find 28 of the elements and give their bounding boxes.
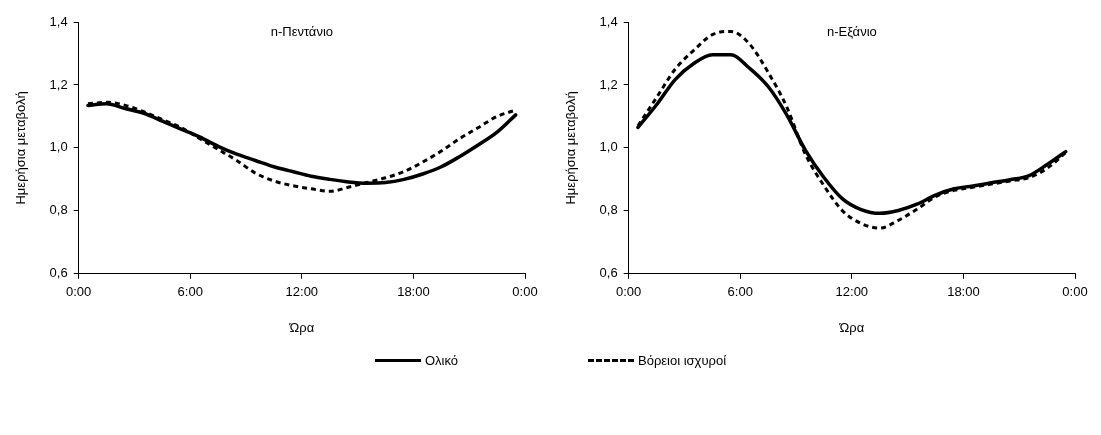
y-tick-label: 1,2 [599, 76, 618, 92]
x-tick-label: 0:00 [616, 284, 642, 300]
y-tick-label: 1,0 [599, 139, 618, 155]
x-tick-label: 18:00 [947, 284, 980, 300]
y-tick-label: 0,8 [599, 202, 618, 218]
y-tick-label: 0,6 [599, 265, 618, 281]
x-tick-label: 12:00 [285, 284, 319, 300]
legend-label: Βόρειοι ισχυροί [638, 353, 727, 368]
chart-title: n-Πεντάνιο [270, 24, 333, 40]
chart-title: n-Εξάνιο [826, 24, 877, 40]
x-tick-label: 6:00 [727, 284, 753, 300]
x-tick-label: 6:00 [177, 284, 203, 300]
x-axis-title: Ώρα [288, 319, 315, 335]
x-tick-label: 18:00 [397, 284, 430, 300]
x-tick-label: 0:00 [1062, 284, 1088, 300]
y-tick-label: 1,4 [599, 13, 618, 29]
y-tick-label: 1,4 [49, 13, 68, 29]
y-tick-label: 1,0 [49, 139, 68, 155]
legend-label: Ολικό [424, 353, 458, 368]
x-tick-label: 12:00 [835, 284, 869, 300]
x-tick-label: 0:00 [512, 284, 538, 300]
y-tick-label: 0,8 [49, 202, 68, 218]
y-tick-label: 0,6 [49, 265, 68, 281]
x-axis-title: Ώρα [838, 319, 865, 335]
y-axis-title: Ημερήσια μεταβολή [563, 91, 579, 205]
y-axis-title: Ημερήσια μεταβολή [13, 91, 29, 205]
x-tick-label: 0:00 [66, 284, 92, 300]
y-tick-label: 1,2 [49, 76, 68, 92]
